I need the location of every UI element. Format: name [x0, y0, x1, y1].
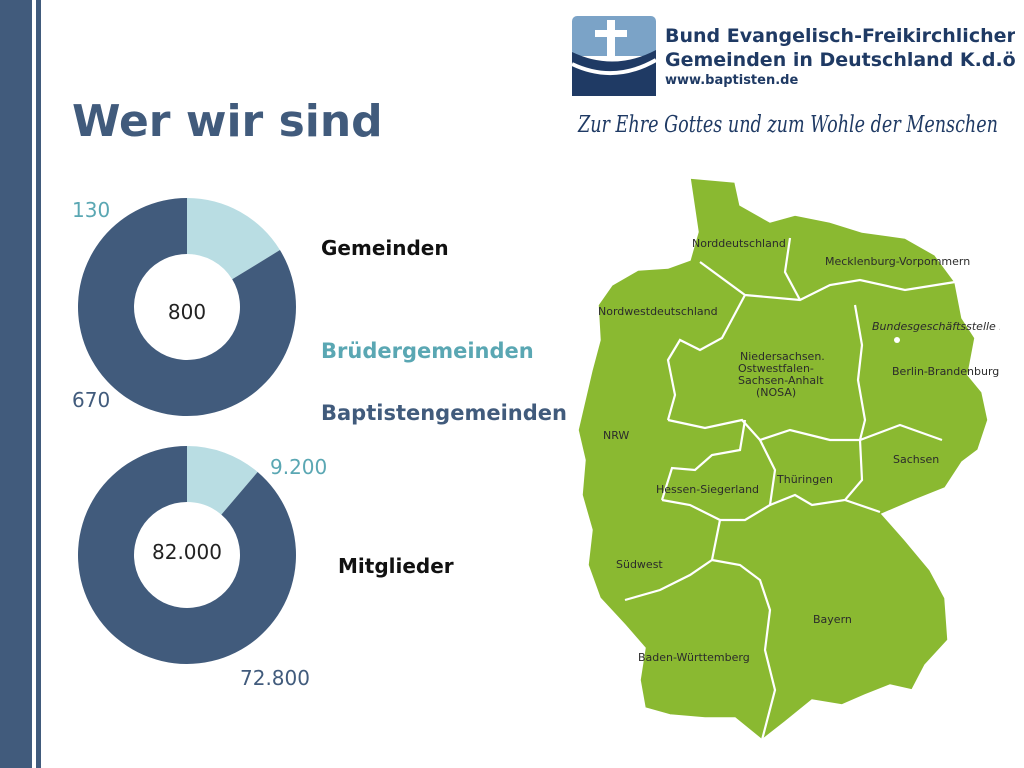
slice-label-brueder-gemeinden: 130 [72, 198, 111, 222]
center-label-gemeinden: 800 [167, 300, 207, 324]
region-label-nosa: Niedersachsen. Ostwestfalen- Sachsen-Anh… [738, 350, 828, 399]
logo-motto: Zur Ehre Gottes und zum Wohle der Mensch… [577, 112, 998, 138]
slide-title: Wer wir sind [72, 96, 383, 147]
region-label-baden-wuerttemberg: Baden-Württemberg [638, 651, 750, 664]
organization-logo: Bund Evangelisch-Freikirchlicher Gemeind… [571, 16, 1015, 138]
logo-org-line2: Gemeinden in Deutschland K.d.ö.R. [665, 49, 1015, 71]
slice-label-brueder-mitglieder: 9.200 [270, 455, 328, 479]
legend-baptisten: Baptistengemeinden [321, 401, 567, 425]
slice-label-baptisten-mitglieder: 72.800 [240, 666, 310, 690]
logo-org-line1: Bund Evangelisch-Freikirchlicher [665, 25, 1015, 47]
logo-url: www.baptisten.de [665, 73, 798, 88]
elstal-marker [894, 337, 900, 343]
region-label-sachsen: Sachsen [893, 453, 939, 466]
donut-slice-baptisten [77, 198, 296, 416]
center-label-mitglieder: 82.000 [152, 540, 222, 564]
region-label-mecklenburg-vorpommern: Mecklenburg-Vorpommern [825, 255, 970, 268]
region-label-nrw: NRW [603, 429, 629, 442]
region-borders [624, 237, 956, 741]
legend-brueder: Brüdergemeinden [321, 339, 534, 363]
donut-slice-brueder [187, 446, 258, 515]
left-accent-bar [0, 0, 32, 768]
region-label-berlin-brandenburg: Berlin-Brandenburg [892, 365, 999, 378]
slice-label-baptisten-gemeinden: 670 [72, 388, 111, 412]
region-label-thueringen: Thüringen [776, 473, 833, 486]
caption-mitglieder: Mitglieder [338, 554, 454, 578]
region-label-elstal: Bundesgeschäftsstelle Elstal [872, 320, 1000, 333]
donut-slice-baptisten [77, 445, 296, 664]
germany-regions-map: Norddeutschland Mecklenburg-Vorpommern N… [577, 177, 1000, 741]
donut-chart-mitglieder [77, 445, 296, 664]
region-label-suedwest: Südwest [616, 558, 663, 571]
region-label-nordwestdeutschland: Nordwestdeutschland [598, 305, 718, 318]
region-label-norddeutschland: Norddeutschland [692, 237, 786, 250]
logo-emblem [571, 16, 657, 96]
donut-chart-gemeinden [77, 198, 296, 416]
caption-gemeinden: Gemeinden [321, 236, 449, 260]
region-label-bayern: Bayern [813, 613, 852, 626]
region-label-hessen-siegerland: Hessen-Siegerland [656, 483, 759, 496]
donut-slice-brueder [187, 198, 280, 280]
left-accent-line [36, 0, 41, 768]
